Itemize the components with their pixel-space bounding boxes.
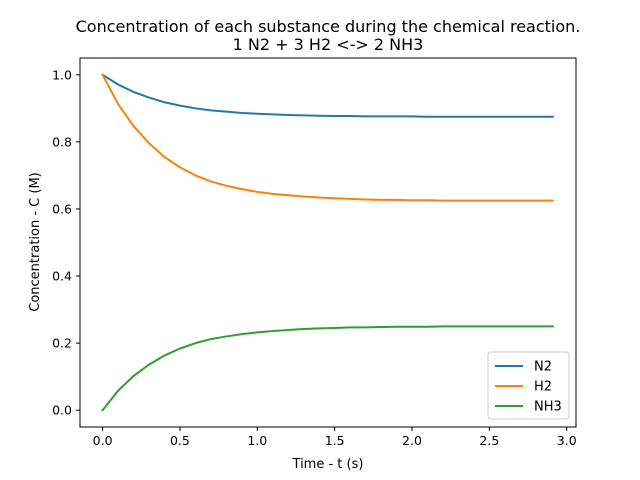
y-tick-label: 0.6: [52, 201, 72, 216]
x-axis-ticks: 0.0 0.5 1.0 1.5 2.0 2.5 3.0: [93, 427, 577, 448]
series-line-h2: [101, 73, 554, 202]
series-line-n2: [101, 73, 554, 118]
chart-title-line1: Concentration of each substance during t…: [76, 17, 581, 36]
x-tick-label: 0.5: [170, 433, 190, 448]
y-tick-label: 0.8: [52, 134, 72, 149]
legend-label-h2: H2: [534, 380, 552, 395]
x-tick-label: 1.5: [325, 433, 345, 448]
x-tick-label: 3.0: [557, 433, 577, 448]
x-tick-label: 0.0: [93, 433, 113, 448]
chart-title-line2: 1 N2 + 3 H2 <-> 2 NH3: [233, 35, 424, 54]
legend: N2 H2 NH3: [487, 351, 570, 420]
x-tick-label: 2.5: [479, 433, 499, 448]
plot-frame: [79, 57, 577, 428]
legend-label-n2: N2: [534, 360, 552, 375]
x-axis-label: Time - t (s): [292, 457, 364, 472]
y-tick-label: 0.4: [52, 269, 72, 284]
x-tick-label: 2.0: [402, 433, 422, 448]
y-tick-label: 0.0: [52, 403, 72, 418]
series-layer: [101, 73, 554, 412]
y-axis-ticks: 0.0 0.2 0.4 0.6 0.8 1.0: [52, 67, 80, 418]
legend-box: [487, 351, 570, 420]
y-tick-label: 0.2: [52, 336, 72, 351]
y-axis-label: Concentration - C (M): [28, 172, 43, 312]
x-tick-label: 1.0: [247, 433, 267, 448]
legend-label-nh3: NH3: [534, 400, 562, 415]
series-line-nh3: [101, 325, 554, 412]
y-tick-label: 1.0: [52, 67, 72, 82]
